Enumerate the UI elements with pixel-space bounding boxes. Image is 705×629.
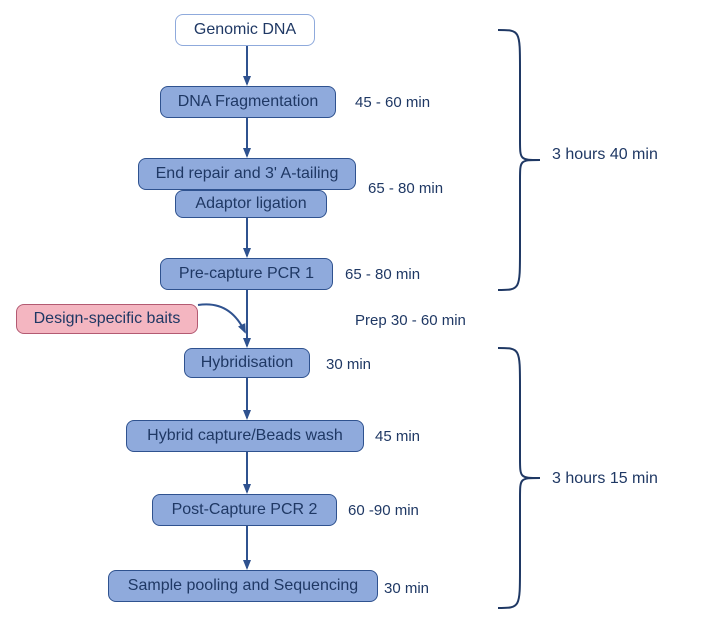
- node-label: Adaptor ligation: [195, 195, 306, 213]
- phase-2-label: 3 hours 15 min: [552, 470, 658, 488]
- timing-post-capture-pcr: 60 -90 min: [348, 502, 419, 519]
- brace-phase-2: [498, 348, 540, 608]
- node-hybrid-capture: Hybrid capture/Beads wash: [126, 420, 364, 452]
- baits-curved-arrow: [198, 304, 245, 332]
- timing-baits-prep: Prep 30 - 60 min: [355, 312, 466, 329]
- timing-end-repair: 65 - 80 min: [368, 180, 443, 197]
- node-hybridisation: Hybridisation: [184, 348, 310, 378]
- node-genomic-dna: Genomic DNA: [175, 14, 315, 46]
- node-label: Sample pooling and Sequencing: [128, 577, 358, 595]
- timing-sample-pooling: 30 min: [384, 580, 429, 597]
- node-label: End repair and 3' A-tailing: [156, 165, 339, 183]
- node-sample-pooling: Sample pooling and Sequencing: [108, 570, 378, 602]
- node-end-repair: End repair and 3' A-tailing: [138, 158, 356, 190]
- node-label: Post-Capture PCR 2: [172, 501, 318, 519]
- timing-dna-fragmentation: 45 - 60 min: [355, 94, 430, 111]
- node-adaptor-ligation: Adaptor ligation: [175, 190, 327, 218]
- node-label: Genomic DNA: [194, 21, 296, 39]
- timing-hybridisation: 30 min: [326, 356, 371, 373]
- node-dna-fragmentation: DNA Fragmentation: [160, 86, 336, 118]
- brace-phase-1: [498, 30, 540, 290]
- node-design-specific-baits: Design-specific baits: [16, 304, 198, 334]
- node-post-capture-pcr: Post-Capture PCR 2: [152, 494, 337, 526]
- phase-braces: [498, 30, 540, 608]
- node-label: Hybrid capture/Beads wash: [147, 427, 343, 445]
- timing-hybrid-capture: 45 min: [375, 428, 420, 445]
- node-label: Pre-capture PCR 1: [179, 265, 314, 283]
- node-label: DNA Fragmentation: [178, 93, 319, 111]
- node-pre-capture-pcr: Pre-capture PCR 1: [160, 258, 333, 290]
- timing-pre-capture-pcr: 65 - 80 min: [345, 266, 420, 283]
- node-label: Design-specific baits: [34, 310, 181, 328]
- node-label: Hybridisation: [201, 354, 293, 372]
- phase-1-label: 3 hours 40 min: [552, 146, 658, 164]
